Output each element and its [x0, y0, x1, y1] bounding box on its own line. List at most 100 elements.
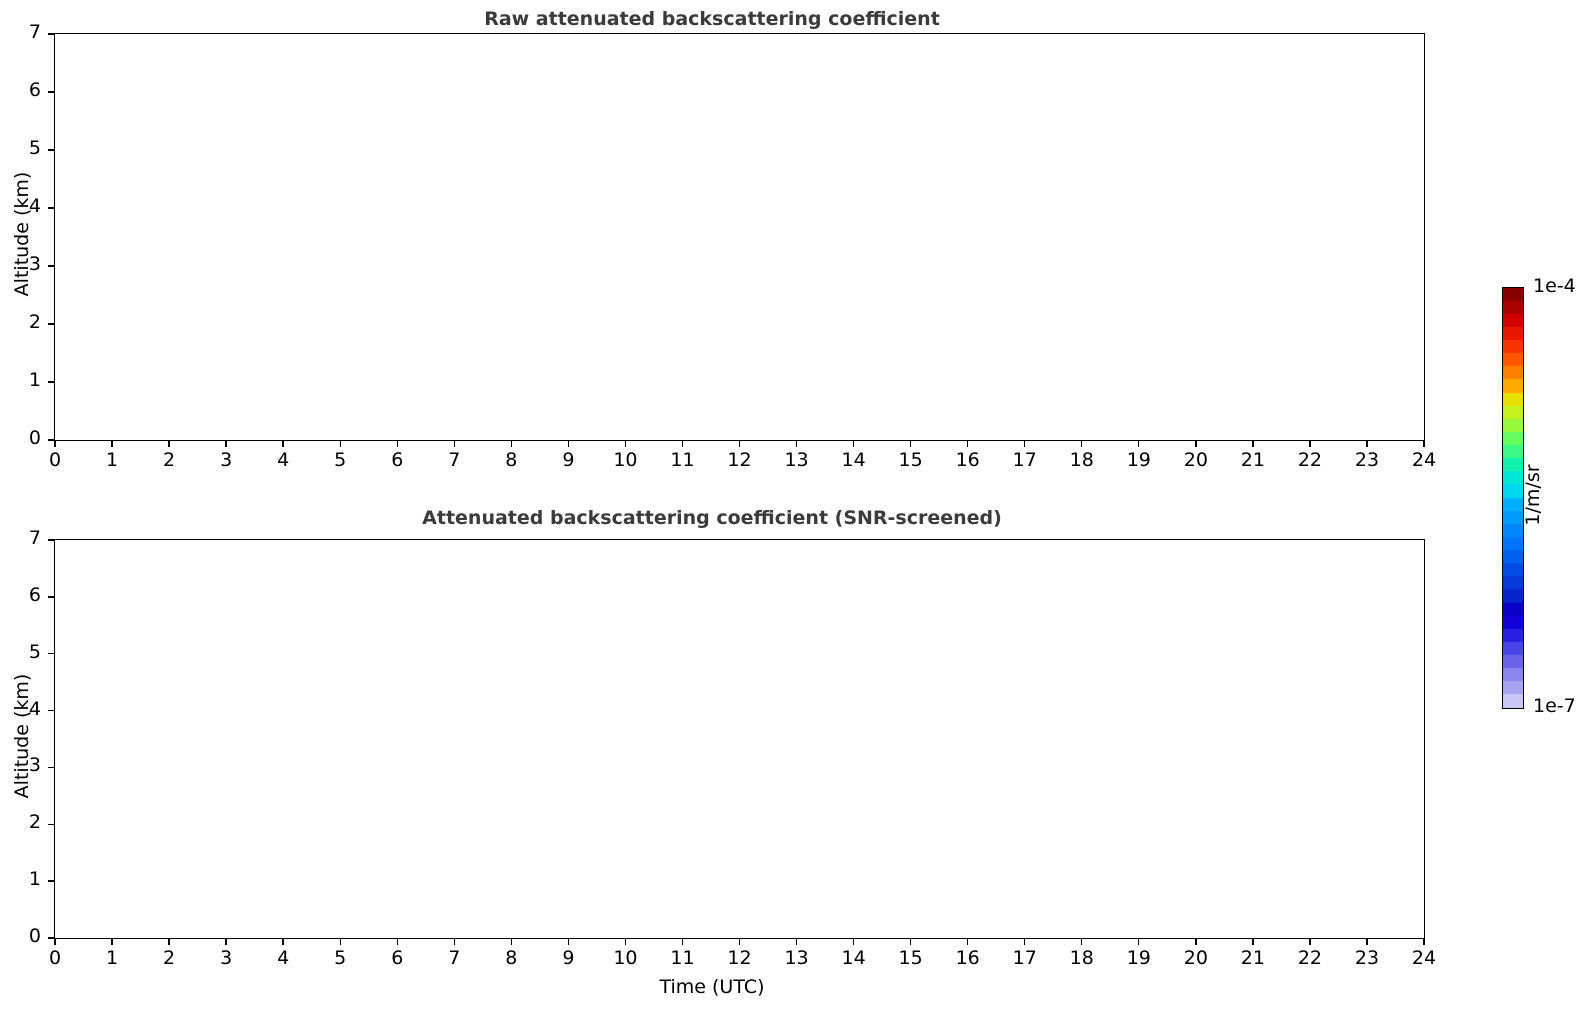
y-tick-label-raw: 4	[28, 195, 41, 217]
x-tick-screened	[624, 938, 627, 945]
y-tick-screened	[48, 937, 55, 939]
y-tick-label-raw: 6	[28, 79, 41, 101]
x-tick-label-raw: 2	[163, 449, 176, 471]
y-tick-label-raw: 5	[28, 137, 41, 159]
x-tick-label-raw: 3	[220, 449, 233, 471]
x-tick-raw	[1195, 440, 1197, 447]
x-tick-label-raw: 22	[1297, 449, 1322, 471]
x-tick-screened	[1195, 938, 1197, 945]
y-tick-label-screened: 6	[28, 583, 41, 606]
x-tick-screened	[852, 938, 855, 945]
x-tick-label-screened: 1	[105, 947, 119, 969]
x-tick-screened	[1423, 938, 1425, 945]
x-tick-label-screened: 16	[955, 947, 980, 969]
x-tick-raw	[738, 440, 741, 447]
x-tick-screened	[1138, 938, 1140, 945]
x-tick-label-screened: 23	[1354, 947, 1380, 969]
y-tick-label-screened: 1	[28, 868, 41, 891]
x-tick-raw	[54, 440, 56, 447]
y-axis-label-screened: Altitude (km)	[11, 673, 33, 799]
x-tick-screened	[1309, 938, 1311, 945]
x-tick-label-screened: 15	[898, 947, 923, 969]
x-tick-label-raw: 17	[1012, 449, 1037, 471]
panel-title-raw: Raw attenuated backscattering coefficien…	[484, 8, 940, 30]
y-tick-label-raw: 3	[28, 253, 41, 275]
x-tick-screened	[909, 938, 912, 945]
x-tick-raw	[1252, 440, 1254, 447]
y-tick-raw	[48, 91, 55, 93]
x-tick-screened	[510, 938, 513, 945]
y-tick-label-screened: 3	[28, 754, 41, 777]
x-tick-label-raw: 20	[1183, 449, 1208, 471]
x-tick-screened	[225, 938, 227, 945]
x-tick-label-screened: 24	[1411, 947, 1437, 969]
x-tick-label-screened: 6	[391, 947, 404, 969]
x-tick-label-raw: 7	[448, 449, 461, 471]
x-tick-raw	[225, 440, 227, 447]
x-tick-raw	[1138, 440, 1140, 447]
x-tick-raw	[681, 440, 684, 447]
y-tick-screened	[48, 823, 55, 825]
x-tick-screened	[54, 938, 56, 945]
y-tick-label-screened: 2	[28, 811, 41, 834]
x-tick-label-raw: 5	[334, 449, 347, 471]
x-tick-label-screened: 19	[1126, 947, 1151, 969]
x-tick-screened	[396, 938, 398, 945]
x-tick-label-raw: 12	[727, 449, 752, 471]
y-tick-raw	[48, 207, 55, 209]
colorbar-gradient	[1503, 288, 1523, 708]
x-tick-label-screened: 12	[727, 947, 752, 969]
x-tick-label-screened: 7	[448, 947, 461, 969]
x-tick-label-screened: 18	[1069, 947, 1094, 969]
y-tick-label-raw: 2	[28, 311, 41, 333]
colorbar-min-label: 1e-7	[1533, 695, 1576, 717]
x-tick-raw	[510, 440, 513, 447]
y-tick-raw	[48, 323, 55, 325]
colorbar-max-label: 1e-4	[1533, 275, 1576, 297]
x-tick-raw	[1366, 440, 1368, 447]
x-tick-label-screened: 8	[505, 947, 518, 969]
x-tick-label-raw: 8	[505, 449, 518, 471]
x-tick-label-screened: 3	[220, 947, 233, 969]
x-tick-label-screened: 17	[1012, 947, 1037, 969]
x-tick-screened	[738, 938, 741, 945]
x-tick-screened	[966, 938, 969, 945]
colorbar-frame	[1501, 286, 1524, 709]
x-tick-label-screened: 10	[613, 947, 638, 969]
x-tick-label-raw: 16	[955, 449, 980, 471]
x-tick-label-raw: 14	[841, 449, 866, 471]
x-tick-label-raw: 11	[670, 449, 695, 471]
x-tick-label-raw: 13	[784, 449, 809, 471]
x-tick-label-screened: 11	[670, 947, 695, 969]
y-axis-label-raw: Altitude (km)	[11, 171, 33, 297]
x-tick-raw	[1081, 440, 1083, 447]
x-tick-raw	[111, 440, 113, 447]
x-tick-label-screened: 2	[163, 947, 176, 969]
x-tick-raw	[966, 440, 969, 447]
x-tick-screened	[282, 938, 284, 945]
x-tick-raw	[1309, 440, 1311, 447]
x-tick-raw	[168, 440, 170, 447]
x-tick-screened	[567, 938, 570, 945]
y-tick-label-raw: 0	[28, 427, 41, 449]
x-tick-label-raw: 9	[562, 449, 575, 471]
x-tick-label-screened: 4	[277, 947, 290, 969]
y-tick-raw	[48, 33, 55, 35]
x-tick-raw	[852, 440, 855, 447]
y-tick-screened	[48, 539, 55, 541]
x-tick-screened	[111, 938, 113, 945]
x-tick-label-raw: 1	[105, 449, 119, 471]
y-tick-label-screened: 7	[28, 527, 41, 549]
x-tick-label-screened: 21	[1240, 947, 1265, 969]
x-tick-screened	[1024, 938, 1026, 945]
x-tick-label-screened: 0	[48, 947, 62, 969]
x-tick-screened	[453, 938, 455, 945]
x-tick-label-raw: 15	[898, 449, 923, 471]
plot-frame-screened	[53, 538, 1425, 939]
y-tick-screened	[48, 880, 55, 882]
x-tick-screened	[795, 938, 798, 945]
x-axis-label-time: Time (UTC)	[659, 976, 765, 998]
x-tick-label-raw: 18	[1069, 449, 1094, 471]
x-tick-screened	[1366, 938, 1368, 945]
